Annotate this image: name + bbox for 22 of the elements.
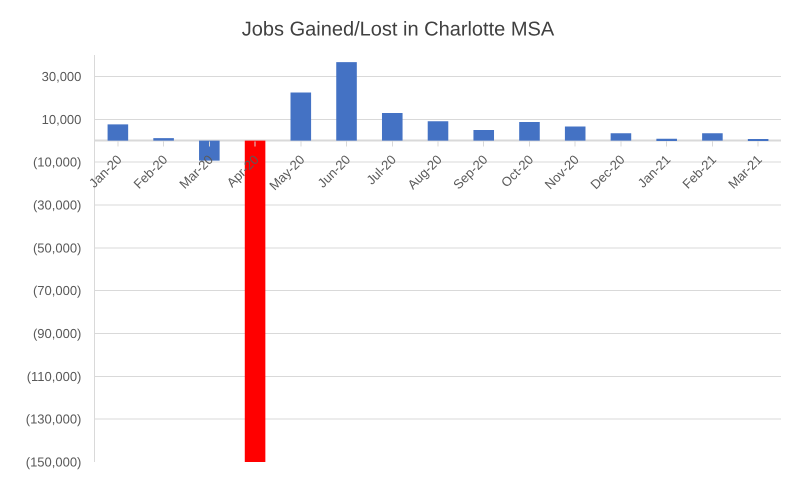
y-tick-label: (150,000) (26, 454, 82, 470)
y-tick-label: (30,000) (32, 198, 82, 212)
bar (610, 133, 632, 141)
y-tick-label: (110,000) (26, 368, 82, 384)
bar (153, 138, 174, 141)
y-tick-label: (10,000) (32, 154, 82, 170)
y-tick-label: (70,000) (32, 283, 82, 298)
bar (519, 122, 540, 141)
bar (428, 121, 448, 141)
y-tick-label: 10,000 (42, 112, 82, 127)
y-tick-label: (130,000) (26, 412, 82, 427)
bar (564, 126, 586, 141)
y-tick-label: 30,000 (42, 68, 82, 84)
bar (382, 113, 403, 141)
bar (290, 92, 312, 141)
bar (473, 130, 494, 141)
y-tick-label: (50,000) (32, 240, 82, 256)
bar (702, 133, 723, 141)
y-tick-label: (90,000) (32, 326, 82, 342)
bar (336, 62, 357, 141)
bar (108, 124, 128, 141)
chart-title: Jobs Gained/Lost in Charlotte MSA (242, 18, 555, 41)
